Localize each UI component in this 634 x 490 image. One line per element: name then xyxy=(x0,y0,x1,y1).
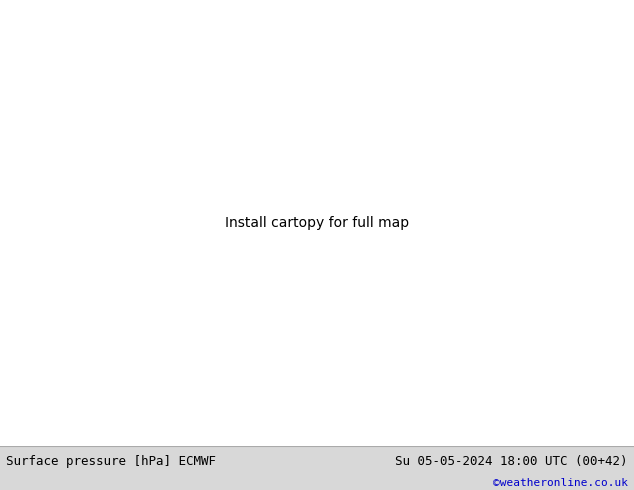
Text: Install cartopy for full map: Install cartopy for full map xyxy=(225,216,409,230)
Text: Surface pressure [hPa] ECMWF: Surface pressure [hPa] ECMWF xyxy=(6,455,216,468)
Text: Su 05-05-2024 18:00 UTC (00+42): Su 05-05-2024 18:00 UTC (00+42) xyxy=(395,455,628,468)
Text: ©weatheronline.co.uk: ©weatheronline.co.uk xyxy=(493,478,628,489)
